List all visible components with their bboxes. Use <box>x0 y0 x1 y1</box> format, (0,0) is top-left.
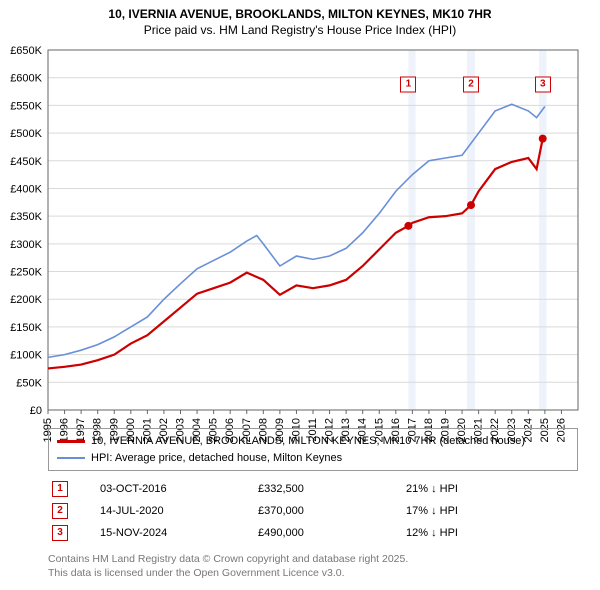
svg-text:£300K: £300K <box>10 239 42 251</box>
svg-text:£150K: £150K <box>10 322 42 334</box>
svg-text:£500K: £500K <box>10 128 42 140</box>
table-row: 1 03-OCT-2016£332,50021% ↓ HPI <box>48 478 560 500</box>
credit-line2: This data is licensed under the Open Gov… <box>48 567 560 581</box>
sale-diff: 12% ↓ HPI <box>402 522 560 544</box>
chart-svg: £0£50K£100K£150K£200K£250K£300K£350K£400… <box>48 50 578 410</box>
chart-title-line1: 10, IVERNIA AVENUE, BROOKLANDS, MILTON K… <box>0 6 600 22</box>
sale-price: £332,500 <box>254 478 402 500</box>
sale-date: 15-NOV-2024 <box>96 522 254 544</box>
svg-text:£0: £0 <box>30 405 42 417</box>
svg-text:£250K: £250K <box>10 267 42 279</box>
sale-diff: 21% ↓ HPI <box>402 478 560 500</box>
svg-text:£550K: £550K <box>10 100 42 112</box>
sale-diff: 17% ↓ HPI <box>402 500 560 522</box>
sale-marker-icon: 3 <box>52 525 68 541</box>
sale-marker-icon: 2 <box>52 503 68 519</box>
sale-price: £370,000 <box>254 500 402 522</box>
sale-date: 03-OCT-2016 <box>96 478 254 500</box>
sale-callout: 3 <box>535 74 551 93</box>
legend-label-1: 10, IVERNIA AVENUE, BROOKLANDS, MILTON K… <box>91 433 525 450</box>
sales-table: 1 03-OCT-2016£332,50021% ↓ HPI 2 14-JUL-202… <box>48 478 560 544</box>
credit-text: Contains HM Land Registry data © Crown c… <box>48 553 560 580</box>
chart-title-line2: Price paid vs. HM Land Registry's House … <box>0 22 600 38</box>
svg-text:£600K: £600K <box>10 73 42 85</box>
table-row: 3 15-NOV-2024£490,00012% ↓ HPI <box>48 522 560 544</box>
credit-line1: Contains HM Land Registry data © Crown c… <box>48 553 560 567</box>
table-row: 2 14-JUL-2020£370,00017% ↓ HPI <box>48 500 560 522</box>
svg-text:£200K: £200K <box>10 294 42 306</box>
legend: 10, IVERNIA AVENUE, BROOKLANDS, MILTON K… <box>48 428 578 471</box>
sale-date: 14-JUL-2020 <box>96 500 254 522</box>
legend-swatch-1 <box>57 440 85 443</box>
sale-marker-icon: 1 <box>52 481 68 497</box>
svg-text:£100K: £100K <box>10 350 42 362</box>
sale-callout: 2 <box>463 74 479 93</box>
svg-text:£350K: £350K <box>10 211 42 223</box>
legend-label-2: HPI: Average price, detached house, Milt… <box>91 450 342 467</box>
svg-text:£450K: £450K <box>10 156 42 168</box>
sale-price: £490,000 <box>254 522 402 544</box>
sale-callout: 1 <box>400 74 416 93</box>
svg-text:£50K: £50K <box>16 377 42 389</box>
svg-text:£400K: £400K <box>10 183 42 195</box>
chart-area: £0£50K£100K£150K£200K£250K£300K£350K£400… <box>48 50 578 410</box>
legend-swatch-2 <box>57 457 85 459</box>
svg-text:£650K: £650K <box>10 45 42 57</box>
